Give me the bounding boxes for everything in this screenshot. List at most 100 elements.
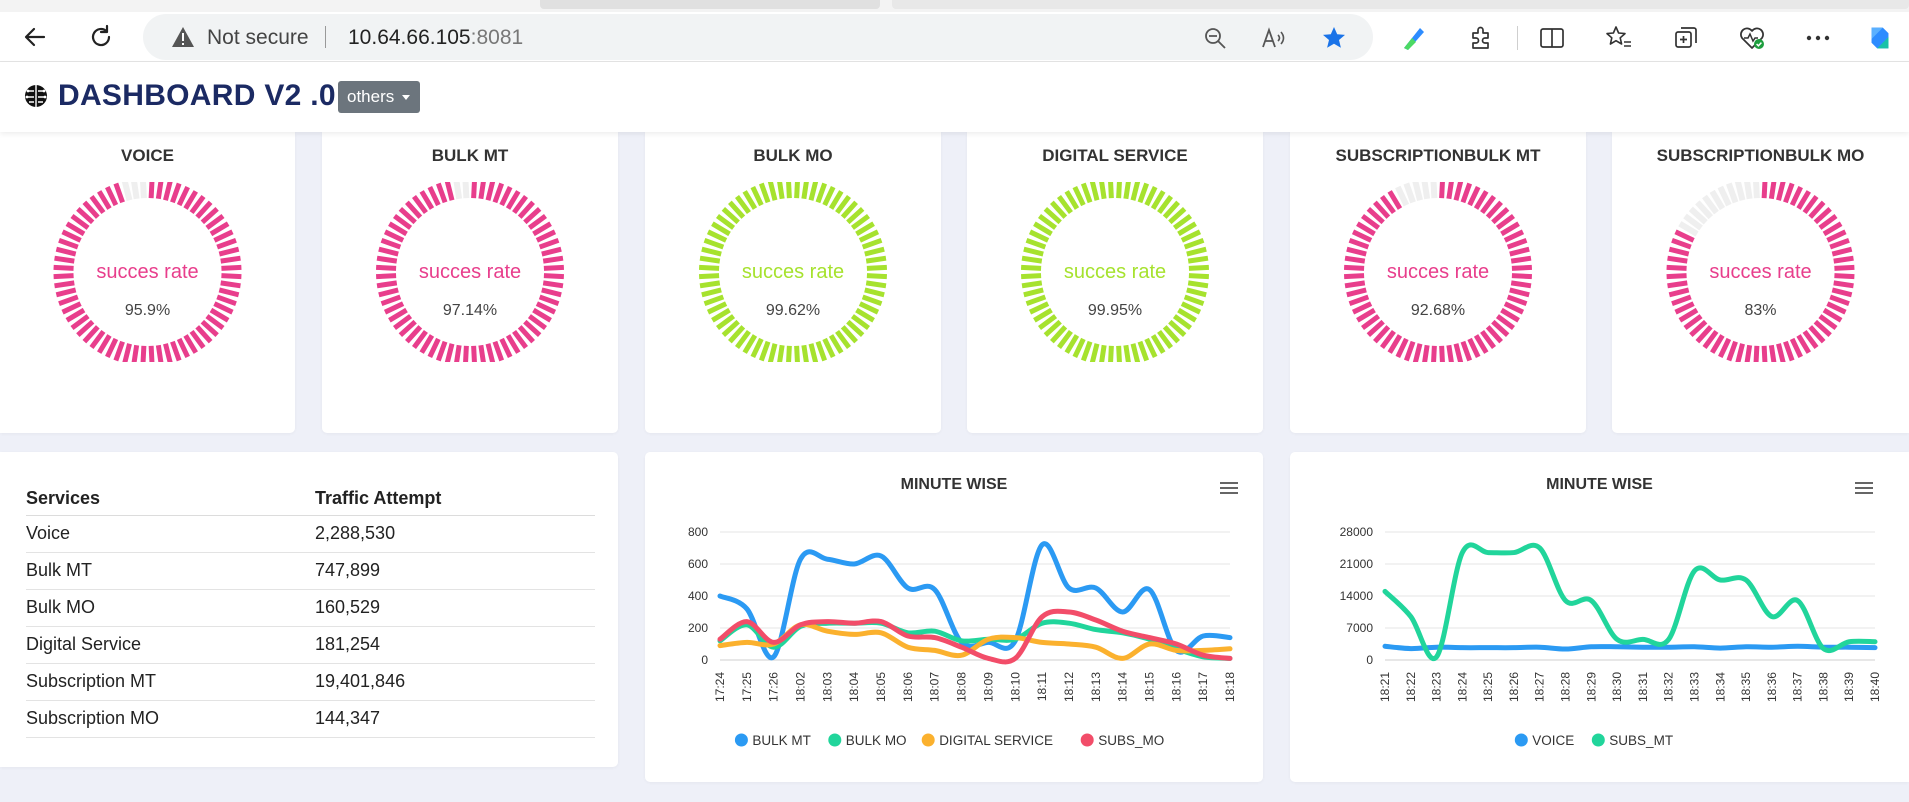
gauge-segment-filled (1162, 200, 1180, 219)
gauge-segment-filled (1506, 237, 1528, 250)
gauge-segment-filled (1829, 294, 1850, 307)
gauge-segment-filled (866, 264, 888, 271)
copilot-pen-button[interactable] (1398, 22, 1430, 54)
collections-button[interactable] (1670, 22, 1702, 54)
reload-button[interactable] (84, 20, 118, 54)
legend-label: BULK MT (752, 733, 811, 748)
gauge-value: 97.14% (443, 302, 497, 319)
gauge-label: succes rate (419, 261, 521, 283)
legend-item[interactable]: BULK MO (828, 733, 907, 748)
settings-more-button[interactable] (1802, 22, 1834, 54)
x-tick-label: 18:06 (901, 672, 915, 702)
gauge-segment-filled (1116, 345, 1122, 362)
legend-item[interactable]: DIGITAL SERVICE (921, 733, 1053, 748)
gauge-segment-filled (1491, 207, 1510, 225)
table-row: Subscription MO 144,347 (26, 700, 595, 738)
gauge-segment-filled (815, 182, 828, 204)
gauge-segment-filled (532, 307, 552, 323)
split-screen-button[interactable] (1536, 22, 1568, 54)
gauge-segment-filled (113, 340, 125, 362)
gauge-segment-filled (1473, 334, 1489, 354)
gauge-segment-filled (1020, 264, 1042, 271)
hamburger-menu-icon[interactable] (1219, 480, 1239, 496)
gauge-chart: succes rate 97.14% (375, 182, 565, 362)
gauge-segment-filled (393, 213, 413, 230)
gauge-segment-filled (1373, 325, 1391, 344)
gauge-segment-filled (183, 190, 198, 210)
legend-label: BULK MO (846, 733, 907, 748)
gauge-segment-filled (471, 182, 477, 199)
x-tick-label: 18:17 (1196, 672, 1210, 702)
chart-title: MINUTE WISE (1546, 476, 1653, 493)
gauge-segment-filled (1157, 329, 1174, 349)
read-aloud-button[interactable] (1260, 24, 1288, 52)
gauge-segment-filled (435, 182, 448, 204)
x-tick-label: 18:35 (1739, 672, 1753, 702)
gauge-segment-filled (380, 294, 402, 307)
legend-item[interactable]: BULK MT (734, 733, 811, 748)
extensions-button[interactable] (1465, 22, 1497, 54)
x-tick-label: 18:22 (1404, 672, 1418, 702)
gauge-segment-filled (1056, 195, 1073, 215)
favorites-button[interactable] (1603, 22, 1635, 54)
gauge-segment-filled (535, 229, 557, 243)
gauge-segment-filled (1768, 182, 1777, 200)
gauge-segment-filled (866, 273, 888, 280)
gauge-segment-filled (846, 207, 865, 225)
app-header: DASHBOARD V2 .0 others (0, 62, 1909, 132)
gauge-segment-filled (699, 255, 721, 264)
x-tick-label: 18:23 (1430, 672, 1444, 702)
legend-item[interactable]: SUBS_MO (1080, 733, 1165, 748)
traffic-attempt-cell: 2,288,530 (315, 515, 595, 553)
gauge-segment-filled (808, 182, 819, 201)
legend-marker (921, 733, 935, 747)
series-line[interactable] (1382, 643, 1878, 652)
x-tick-label: 18:39 (1842, 672, 1856, 702)
gauge-segment-filled (444, 343, 455, 362)
x-tick-label: 18:27 (1533, 672, 1547, 702)
gauge-segment-filled (1808, 200, 1826, 219)
gauge-segment-filled (1099, 182, 1107, 200)
browser-tab[interactable] (892, 0, 1909, 9)
gauge-segment-filled (1180, 229, 1202, 243)
x-tick-label: 18:30 (1610, 672, 1624, 702)
security-status-label[interactable]: Not secure (207, 26, 309, 49)
minute-wise-chart-card-1: 0 200 400 600 800 17:24 17:25 17:26 18:02 18:03 18… (645, 452, 1263, 782)
gauge-segment-filled (1144, 337, 1158, 359)
gauge-segment-filled (1678, 307, 1699, 323)
gauge-segment-filled (808, 343, 819, 362)
gauge-segment-filled (1783, 340, 1795, 362)
gauge-segment-filled (1789, 185, 1803, 207)
browser-tab[interactable] (540, 0, 880, 9)
gauge-segment-filled (742, 334, 758, 354)
gauge-segment-filled (1351, 229, 1373, 243)
zoom-out-button[interactable] (1201, 24, 1229, 52)
gauge-segment-filled (1180, 301, 1202, 315)
gauge-segment-filled (82, 200, 100, 219)
gauge-segment-filled (1509, 246, 1530, 257)
gauge-segment-filled (53, 264, 74, 271)
gauge-segment-filled (53, 273, 74, 280)
gauge-segment-filled (55, 287, 77, 298)
browser-essentials-button[interactable] (1736, 22, 1768, 54)
gauge-label: succes rate (1709, 261, 1811, 283)
address-bar[interactable]: Not secure 10.64.66.105:8081 (143, 14, 1373, 60)
gauge-segment-filled (1460, 340, 1473, 362)
gauge-segment-filled (777, 344, 785, 362)
series-line[interactable] (717, 608, 1233, 665)
legend-item[interactable]: SUBS_MT (1591, 733, 1673, 748)
x-tick-label: 18:05 (874, 672, 888, 702)
gauge-segment-filled (716, 213, 736, 230)
favorite-button[interactable] (1320, 24, 1348, 52)
gauge-segment-filled (523, 319, 542, 337)
series-line[interactable] (1382, 542, 1878, 662)
legend-item[interactable]: VOICE (1514, 733, 1575, 748)
back-button[interactable] (18, 20, 52, 54)
gauge-segment-filled (1183, 237, 1205, 250)
hamburger-menu-icon[interactable] (1854, 480, 1874, 496)
gauge-segment-filled (850, 314, 870, 331)
url-text[interactable]: 10.64.66.105:8081 (348, 26, 523, 50)
others-dropdown-button[interactable]: others (338, 81, 421, 113)
gauge-segment-filled (1021, 280, 1043, 289)
copilot-button[interactable] (1864, 22, 1896, 54)
